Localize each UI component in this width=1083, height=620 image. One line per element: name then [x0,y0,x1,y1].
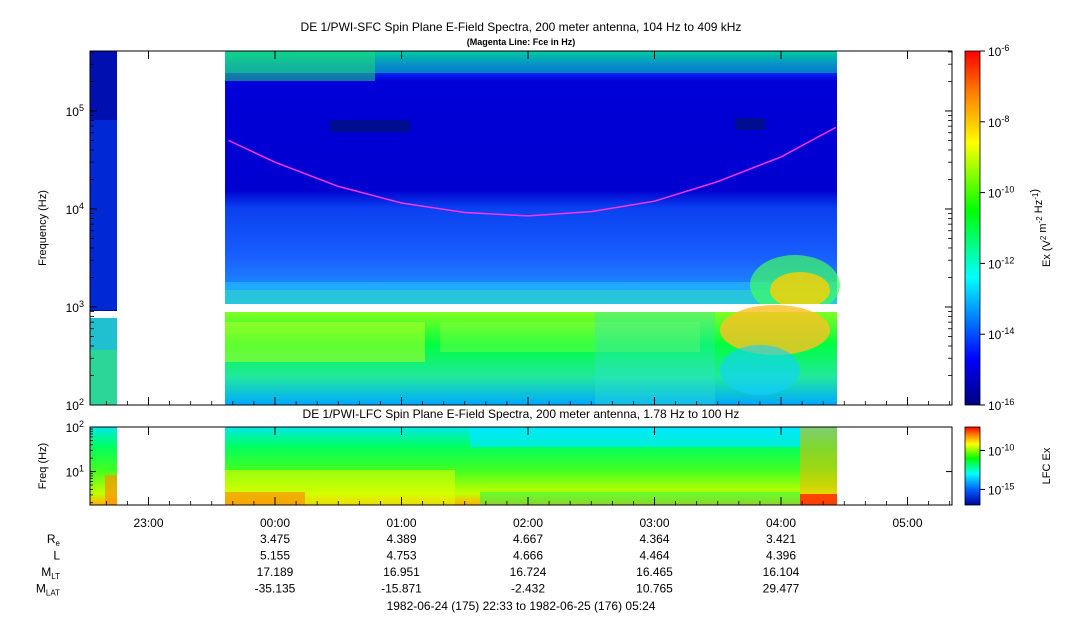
sfc-colorbar [964,50,981,406]
ephemeris-row-label: MLT [41,565,60,581]
ephemeris-value: 3.475 [260,532,290,546]
sfc-y-tick-label: 103 [66,299,84,315]
sfc-y-ticks: 102 103 104 105 [66,51,952,413]
ephemeris-value: 10.765 [636,582,673,596]
ephemeris-value: 16.951 [383,565,420,579]
ephemeris-value: 4.464 [639,549,669,563]
chart-title: DE 1/PWI-SFC Spin Plane E-Field Spectra,… [301,20,742,34]
lfc-y-ticks: 101 102 [66,419,952,504]
chart-subtitle: (Magenta Line: Fce in Hz) [467,37,576,47]
ephemeris-value: 4.667 [513,532,543,546]
ephemeris-value: 16.104 [763,565,800,579]
ephemeris-row-label: MLAT [36,582,60,598]
sfc-colorbar-ticks: 10-6 10-8 10-10 10-12 10-14 10-16 [980,43,1014,413]
ephemeris-value: 4.666 [513,549,543,563]
sfc-colorbar-tick-label: 10-12 [988,255,1014,271]
date-range: 1982-06-24 (175) 22:33 to 1982-06-25 (17… [387,599,656,613]
ephemeris-value: 16.724 [510,565,547,579]
fce-line [228,126,837,217]
x-tick-label: 05:00 [892,516,922,530]
lfc-y-tick-label: 101 [66,464,84,480]
lfc-y-axis-label: Freq (Hz) [37,443,49,489]
ephemeris-value: -35.135 [255,582,296,596]
sfc-y-tick-label: 104 [66,201,84,217]
ephemeris-table: Re 3.475 4.389 4.667 4.364 3.421 L 5.155 4.753 4.… [36,532,800,598]
x-axis: 23:00 00:00 01:00 02:00 03:00 04:00 05:00 [105,51,951,530]
x-tick-label: 00:00 [260,516,290,530]
ephemeris-value: 3.421 [766,532,796,546]
sfc-colorbar-tick-label: 10-10 [988,185,1014,201]
lfc-colorbar-ticks: 10-10 10-15 [980,442,1014,497]
sfc-colorbar-tick-label: 10-14 [988,326,1014,342]
ephemeris-value: 29.477 [763,582,800,596]
lfc-colorbar-label: LFC Ex [1041,447,1053,484]
ephemeris-value: 4.753 [386,549,416,563]
sfc-plot-frame [89,50,953,406]
sfc-colorbar-tick-label: 10-8 [988,114,1009,130]
x-tick-label: 03:00 [639,516,669,530]
lfc-spectrogram [90,427,952,505]
x-tick-label: 04:00 [766,516,796,530]
ephemeris-value: 4.396 [766,549,796,563]
ephemeris-value: 4.389 [386,532,416,546]
ephemeris-value: 5.155 [260,549,290,563]
x-tick-label: 23:00 [133,516,163,530]
ephemeris-value: -15.871 [381,582,422,596]
lfc-colorbar [964,426,981,506]
lfc-colorbar-tick-label: 10-10 [988,442,1014,458]
sfc-spectrogram [90,51,952,405]
sfc-colorbar-label: Ex (V2 m-2 Hz-1) [1029,189,1053,267]
sfc-y-tick-label: 102 [66,397,84,413]
sfc-colorbar-tick-label: 10-6 [988,43,1009,59]
sfc-y-axis-label: Frequency (Hz) [37,190,49,266]
x-tick-label: 02:00 [513,516,543,530]
lfc-y-tick-label: 102 [66,419,84,435]
lfc-plot-frame [89,426,953,506]
sfc-colorbar-tick-label: 10-16 [988,397,1014,413]
sfc-hf-block [225,51,837,304]
ephemeris-value: 4.364 [639,532,669,546]
ephemeris-value: 17.189 [257,565,294,579]
x-tick-label: 01:00 [386,516,416,530]
ephemeris-value: -2.432 [511,582,545,596]
lfc-colorbar-tick-label: 10-15 [988,481,1014,497]
ephemeris-row-label: Re [47,532,61,548]
sfc-y-tick-label: 105 [66,103,84,119]
ephemeris-value: 16.465 [636,565,673,579]
ephemeris-row-label: L [53,549,60,563]
lfc-chart-title: DE 1/PWI-LFC Spin Plane E-Field Spectra,… [303,407,740,421]
